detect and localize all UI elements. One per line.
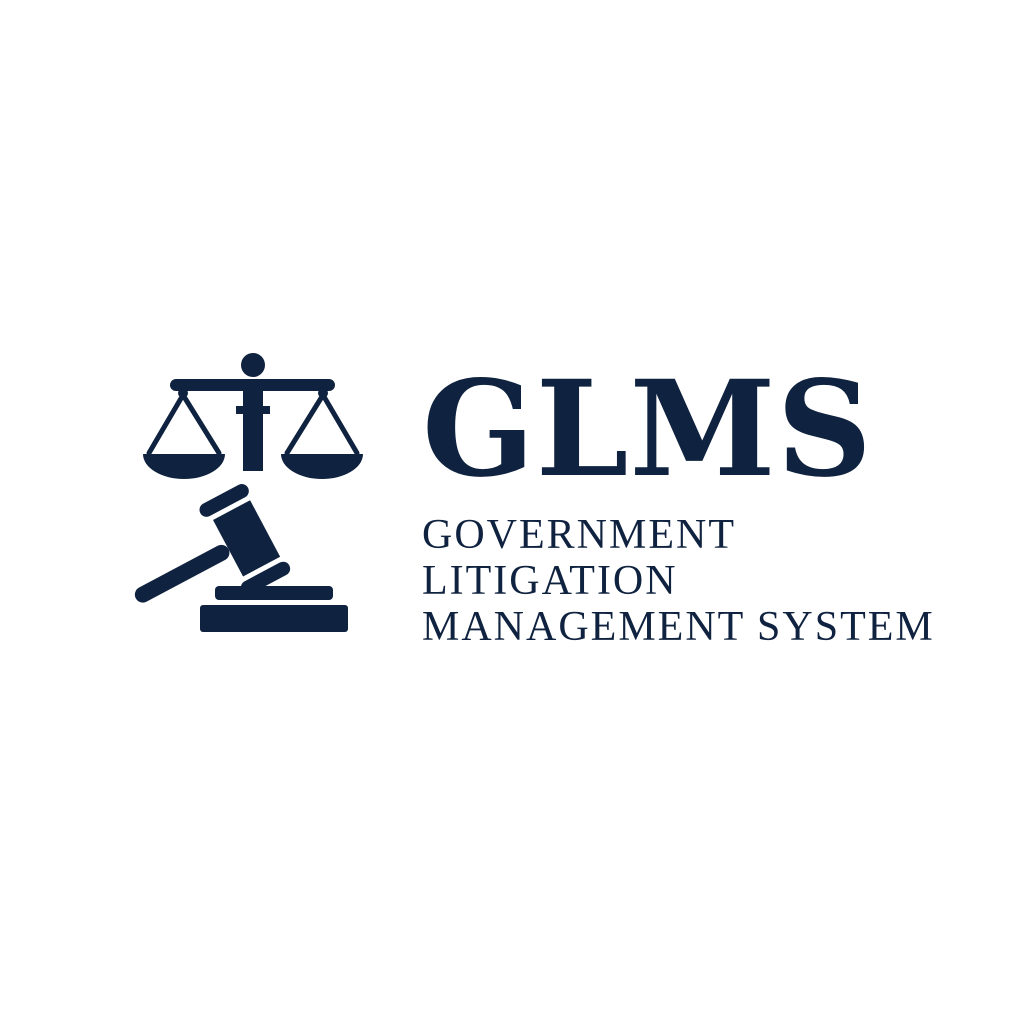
brand-name-line: LITIGATION [422, 558, 678, 604]
scales-and-gavel-icon [134, 353, 363, 632]
brand-name-line: MANAGEMENT SYSTEM [422, 604, 935, 650]
brand-name-line: GOVERNMENT [422, 512, 736, 558]
brand-acronym: GLMS [422, 352, 873, 507]
brand-full-name: GOVERNMENT LITIGATION MANAGEMENT SYSTEM [422, 512, 1002, 650]
wordmark: GLMS GOVERNMENT LITIGATION MANAGEMENT SY… [422, 352, 1002, 651]
